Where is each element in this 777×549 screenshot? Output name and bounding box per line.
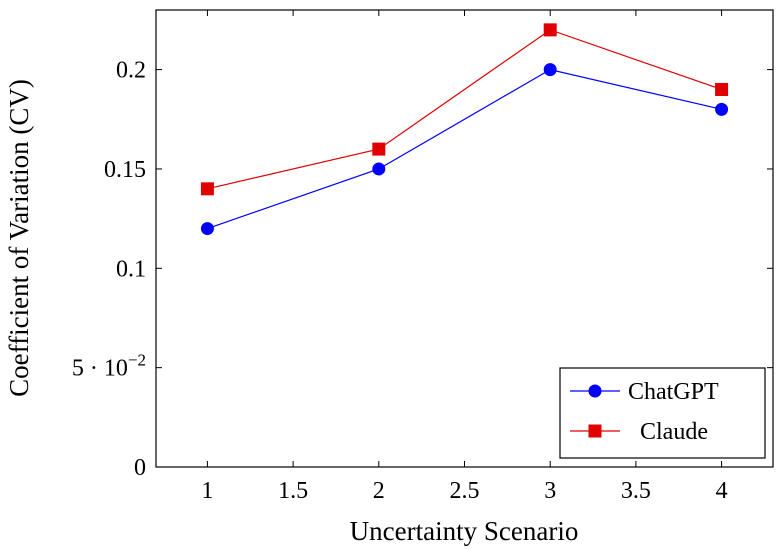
legend-marker-claude bbox=[588, 424, 602, 438]
y-tick-label: 0.2 bbox=[116, 58, 146, 84]
series-line-chatgpt bbox=[207, 68, 722, 230]
data-point-claude bbox=[372, 142, 386, 156]
y-tick-label-exponent: −2 bbox=[128, 351, 146, 370]
data-point-claude bbox=[200, 182, 214, 196]
legend-marker-chatgpt bbox=[588, 384, 602, 398]
data-point-chatgpt bbox=[372, 162, 386, 176]
data-point-chatgpt bbox=[543, 63, 557, 77]
data-point-chatgpt bbox=[715, 102, 729, 116]
data-point-claude bbox=[543, 23, 557, 37]
x-tick-label: 2.5 bbox=[450, 478, 480, 504]
x-tick-label: 1 bbox=[201, 478, 213, 504]
series-layer bbox=[200, 23, 729, 236]
y-tick-label: 5 · 10−2 bbox=[72, 351, 146, 382]
series-line-claude bbox=[207, 29, 722, 190]
x-tick-label: 3.5 bbox=[621, 478, 651, 504]
data-point-chatgpt bbox=[200, 222, 214, 236]
legend-label-claude: Claude bbox=[640, 419, 708, 445]
legend: ChatGPT Claude bbox=[559, 367, 766, 459]
y-tick-label: 0 bbox=[134, 455, 146, 481]
x-axis-label: Uncertainty Scenario bbox=[350, 516, 579, 546]
data-point-claude bbox=[715, 82, 729, 96]
x-tick-label: 1.5 bbox=[278, 478, 308, 504]
y-tick-label: 0.1 bbox=[116, 256, 146, 282]
legend-label-chatgpt: ChatGPT bbox=[628, 379, 719, 405]
x-tick-label: 3 bbox=[544, 478, 556, 504]
x-tick-label: 2 bbox=[373, 478, 385, 504]
y-tick-label: 0.15 bbox=[104, 157, 146, 183]
legend-box bbox=[559, 367, 766, 459]
x-tick-label: 4 bbox=[716, 478, 728, 504]
y-axis-label: Coefficient of Variation (CV) bbox=[4, 79, 34, 397]
x-axis-ticks: 1 1.5 2 2.5 3 3.5 4 bbox=[201, 10, 728, 504]
